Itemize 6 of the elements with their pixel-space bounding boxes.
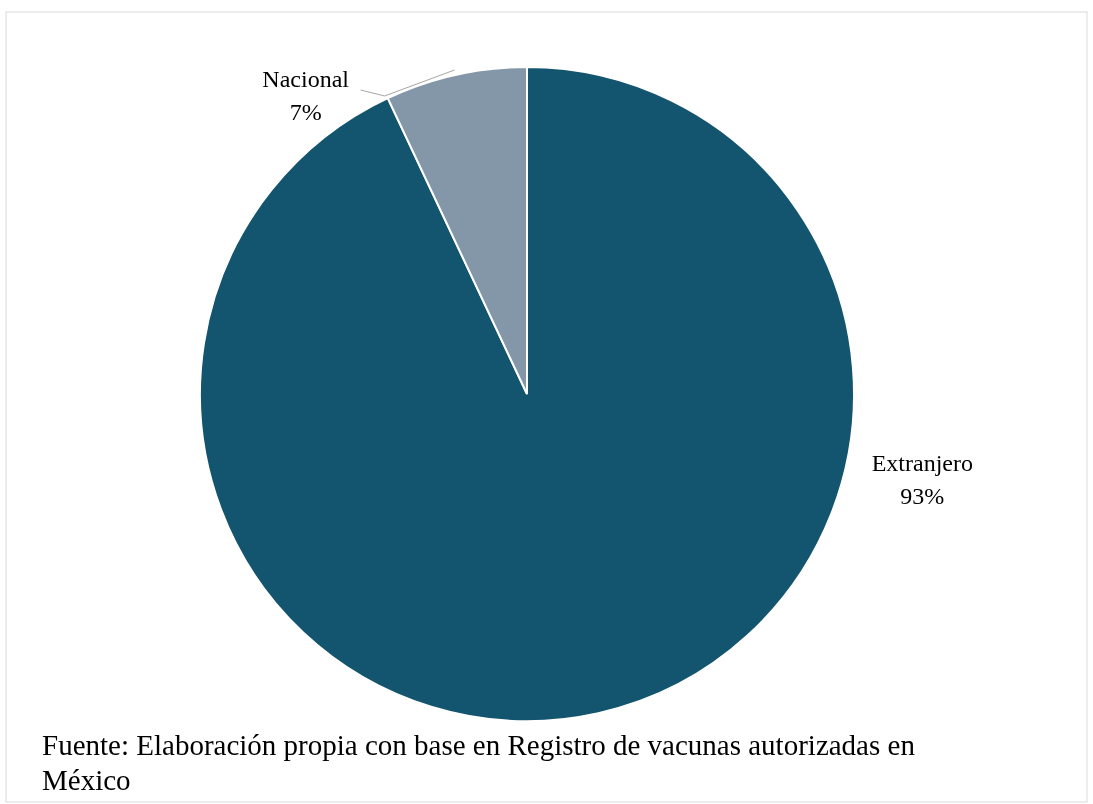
data-label: 93% <box>900 482 945 509</box>
source-note: Fuente: Elaboración propia con base en Registro de vacunas autorizadas en México <box>42 729 916 796</box>
data-label: 7% <box>289 99 322 125</box>
slice-label: Extranjero <box>871 449 973 476</box>
slice-label: Nacional <box>262 66 350 92</box>
pie-slice <box>199 66 855 722</box>
